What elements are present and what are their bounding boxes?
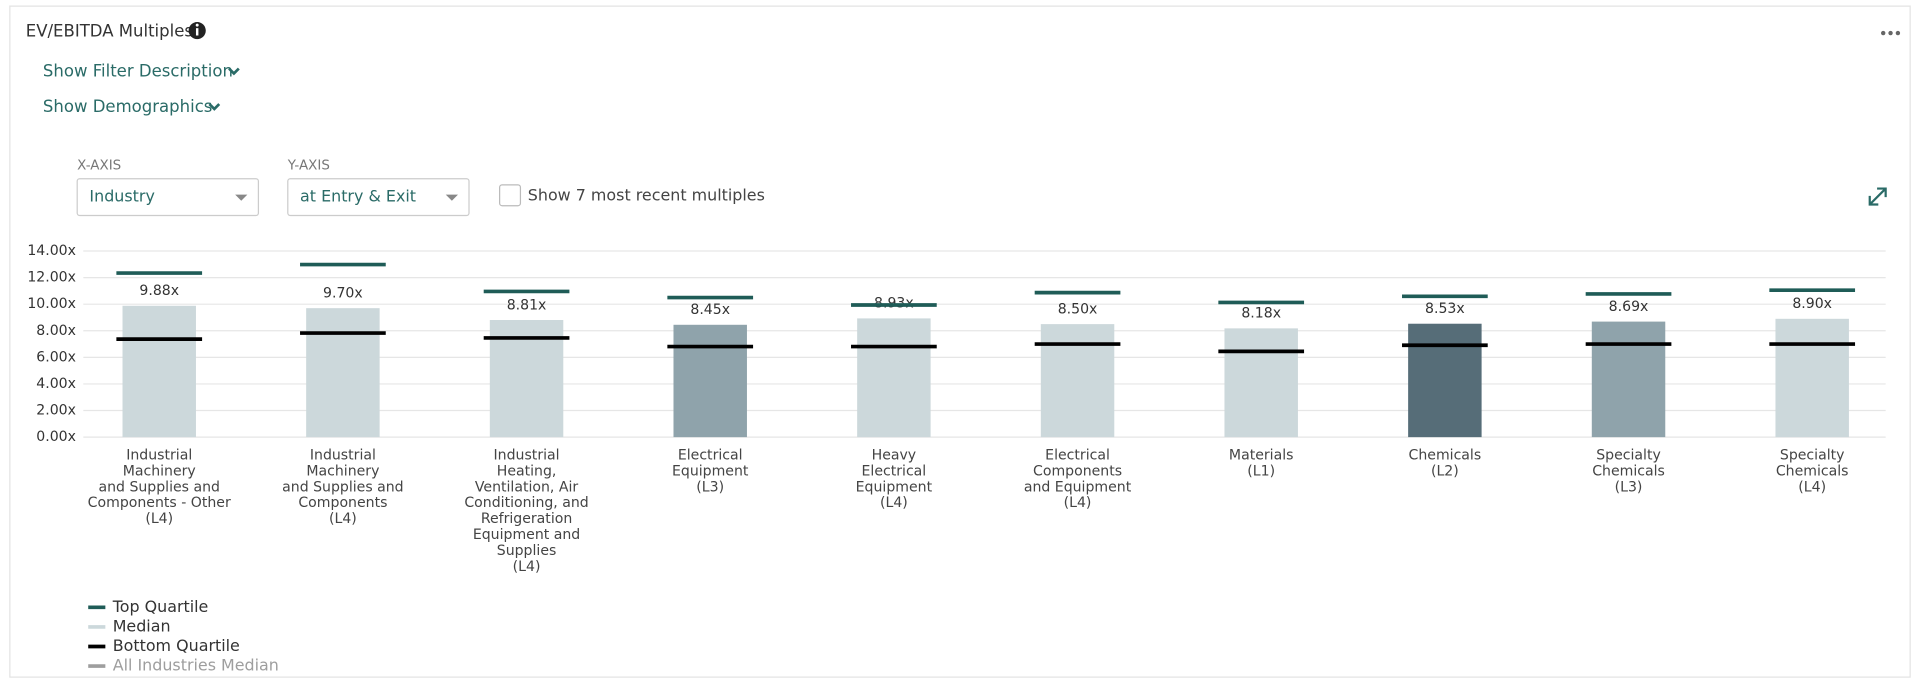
x-tick-label: (L4) — [145, 511, 173, 527]
y-axis-dropdown[interactable]: at Entry & Exit — [287, 178, 470, 217]
x-tick-label: (L4) — [513, 559, 541, 575]
legend-label: Median — [113, 616, 171, 635]
x-tick-label: Machinery — [306, 463, 379, 479]
value-label: 8.53x — [1425, 301, 1465, 317]
more-menu[interactable] — [1881, 30, 1901, 36]
expand-icon[interactable] — [1868, 187, 1887, 206]
x-tick-label: Components — [298, 495, 387, 511]
x-tick-label: Specialty — [1780, 447, 1845, 463]
demographics-toggle[interactable]: Show Demographics — [43, 97, 221, 116]
demographics-link[interactable]: Show Demographics — [43, 97, 213, 116]
x-tick-label: Chemicals — [1409, 447, 1482, 463]
bar — [122, 305, 196, 438]
x-tick-label: Electrical — [862, 463, 927, 479]
x-tick-label: (L3) — [1615, 479, 1643, 495]
x-tick-label: Equipment — [672, 463, 749, 479]
x-axis-select-label: X-AXIS — [77, 158, 121, 173]
x-tick-label: Chemicals — [1592, 463, 1665, 479]
x-tick-label: (L4) — [880, 495, 908, 511]
x-tick-label: Specialty — [1596, 447, 1661, 463]
bar — [306, 308, 380, 438]
checkbox-label[interactable]: Show 7 most recent multiples — [528, 185, 765, 204]
bar — [857, 318, 931, 438]
bar — [1591, 321, 1666, 438]
y-axis-select-label: Y-AXIS — [287, 158, 330, 173]
x-tick-label: Materials — [1229, 447, 1294, 463]
recent-checkbox[interactable]: Show 7 most recent multiples — [499, 184, 765, 207]
value-label: 8.18x — [1241, 306, 1281, 322]
x-tick-label: (L4) — [1064, 495, 1092, 511]
x-tick-label: Conditioning, and — [464, 495, 588, 511]
x-tick-label: Industrial — [126, 447, 192, 463]
x-axis-dropdown[interactable]: Industry — [76, 178, 260, 217]
value-label: 8.50x — [1058, 301, 1098, 317]
x-tick-label: Chemicals — [1776, 463, 1849, 479]
info-icon[interactable] — [188, 22, 206, 40]
x-tick-label: Equipment — [856, 479, 933, 495]
x-tick-label: Refrigeration — [481, 511, 572, 527]
x-tick-label: (L1) — [1247, 463, 1275, 479]
x-tick-label: and Supplies and — [98, 479, 219, 495]
x-tick-label: Industrial — [310, 447, 376, 463]
x-tick-label: Electrical — [1045, 447, 1110, 463]
x-tick-label: Heavy — [872, 447, 917, 463]
y-tick-label: 6.00x — [36, 349, 76, 365]
legend-label: Top Quartile — [112, 597, 209, 616]
y-tick-label: 14.00x — [27, 243, 76, 259]
x-tick-label: Components - Other — [88, 495, 231, 511]
card-title: EV/EBITDA Multiples — [26, 21, 193, 40]
x-tick-label: and Supplies and — [282, 479, 403, 495]
legend-label: All Industries Median — [113, 656, 279, 675]
y-tick-label: 12.00x — [27, 270, 76, 286]
x-axis-select-value[interactable]: Industry — [89, 187, 154, 206]
bar — [1040, 324, 1115, 438]
value-label: 8.81x — [507, 297, 547, 313]
x-tick-label: Heating, — [497, 463, 557, 479]
filter-link[interactable]: Show Filter Description — [43, 62, 233, 81]
y-axis-select-value[interactable]: at Entry & Exit — [300, 187, 416, 206]
filter-toggle[interactable]: Show Filter Description — [43, 62, 240, 81]
y-tick-label: 10.00x — [27, 296, 76, 312]
x-tick-label: (L3) — [696, 479, 724, 495]
x-tick-label: Components — [1033, 463, 1122, 479]
value-label: 9.88x — [139, 283, 179, 299]
x-tick-label: Machinery — [123, 463, 196, 479]
value-label: 9.70x — [323, 285, 363, 301]
bar — [1408, 323, 1482, 438]
y-tick-label: 4.00x — [36, 376, 76, 392]
x-tick-label: and Equipment — [1024, 479, 1132, 495]
x-tick-label: (L4) — [329, 511, 357, 527]
y-tick-label: 0.00x — [36, 429, 76, 445]
x-tick-label: Supplies — [497, 543, 557, 559]
x-tick-label: Equipment and — [473, 527, 580, 543]
x-tick-label: Ventilation, Air — [475, 479, 579, 495]
value-label: 8.90x — [1792, 296, 1832, 312]
x-tick-label: Electrical — [678, 447, 743, 463]
x-tick-label: (L2) — [1431, 463, 1459, 479]
y-tick-label: 2.00x — [36, 403, 76, 419]
x-tick-label: Industrial — [494, 447, 560, 463]
bar — [1775, 318, 1849, 438]
y-tick-label: 8.00x — [36, 323, 76, 339]
x-tick-label: (L4) — [1798, 479, 1826, 495]
value-label: 8.69x — [1609, 299, 1649, 315]
bar — [673, 324, 747, 438]
value-label: 8.45x — [690, 302, 730, 318]
legend-label: Bottom Quartile — [113, 636, 240, 655]
bar — [1224, 328, 1298, 438]
